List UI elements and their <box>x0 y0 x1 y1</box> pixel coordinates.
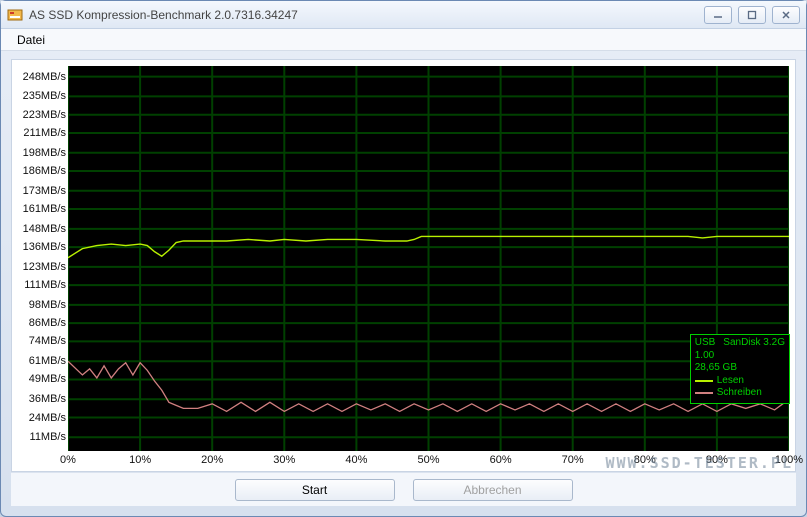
y-tick-label: 186MB/s <box>23 165 66 177</box>
legend-device-usb: USB <box>695 337 716 350</box>
content: 11MB/s 24MB/s 36MB/s 49MB/s 61MB/s 74MB/s 86MB… <box>1 51 806 516</box>
y-tick-label: 248MB/s <box>23 71 66 83</box>
y-tick-label: 211MB/s <box>23 127 66 139</box>
minimize-button[interactable] <box>704 6 732 24</box>
y-tick-label: 98MB/s <box>29 299 66 311</box>
menubar: Datei <box>1 29 806 51</box>
y-tick-label: 74MB/s <box>29 335 66 347</box>
x-tick-label: 10% <box>129 454 151 466</box>
menu-datei[interactable]: Datei <box>9 31 53 49</box>
y-tick-label: 24MB/s <box>29 412 66 424</box>
plot-svg <box>68 66 789 451</box>
y-tick-label: 36MB/s <box>29 393 66 405</box>
x-tick-label: 40% <box>345 454 367 466</box>
watermark: WWW.SSD-TESTER.PL <box>605 454 793 472</box>
legend-device-size: 28,65 GB <box>695 362 737 375</box>
app-window: AS SSD Kompression-Benchmark 2.0.7316.34… <box>0 0 807 517</box>
close-button[interactable] <box>772 6 800 24</box>
y-tick-label: 49MB/s <box>29 373 66 385</box>
legend-label-read: Lesen <box>717 375 744 388</box>
y-tick-label: 86MB/s <box>29 317 66 329</box>
legend-swatch-write <box>695 392 713 394</box>
button-bar: Start Abbrechen <box>11 472 796 506</box>
chart-legend: USB SanDisk 3.2G 1.00 28,65 GB Lesen Sch… <box>690 334 790 404</box>
y-tick-label: 235MB/s <box>23 90 66 102</box>
y-tick-label: 111MB/s <box>24 279 66 291</box>
start-button[interactable]: Start <box>235 479 395 501</box>
cancel-button[interactable]: Abbrechen <box>413 479 573 501</box>
plot-area: USB SanDisk 3.2G 1.00 28,65 GB Lesen Sch… <box>68 60 795 471</box>
y-tick-label: 173MB/s <box>23 185 66 197</box>
y-tick-label: 61MB/s <box>29 355 66 367</box>
x-tick-label: 20% <box>201 454 223 466</box>
x-tick-label: 70% <box>562 454 584 466</box>
app-icon <box>7 7 23 23</box>
y-tick-label: 123MB/s <box>23 261 66 273</box>
x-tick-label: 60% <box>490 454 512 466</box>
legend-device-name: SanDisk 3.2G <box>723 337 785 350</box>
chart: 11MB/s 24MB/s 36MB/s 49MB/s 61MB/s 74MB/s 86MB… <box>11 59 796 472</box>
window-title: AS SSD Kompression-Benchmark 2.0.7316.34… <box>29 8 704 22</box>
y-tick-label: 198MB/s <box>23 147 66 159</box>
legend-swatch-read <box>695 380 713 382</box>
y-axis: 11MB/s 24MB/s 36MB/s 49MB/s 61MB/s 74MB/s 86MB… <box>12 60 68 471</box>
y-tick-label: 161MB/s <box>23 203 66 215</box>
y-tick-label: 148MB/s <box>23 223 66 235</box>
x-tick-label: 30% <box>273 454 295 466</box>
legend-label-write: Schreiben <box>717 387 762 400</box>
y-tick-label: 136MB/s <box>23 241 66 253</box>
maximize-button[interactable] <box>738 6 766 24</box>
titlebar: AS SSD Kompression-Benchmark 2.0.7316.34… <box>1 1 806 29</box>
window-controls <box>704 6 800 24</box>
x-tick-label: 0% <box>60 454 76 466</box>
legend-device-version: 1.00 <box>695 350 714 363</box>
x-tick-label: 50% <box>417 454 439 466</box>
y-tick-label: 223MB/s <box>23 109 66 121</box>
y-tick-label: 11MB/s <box>30 431 66 443</box>
